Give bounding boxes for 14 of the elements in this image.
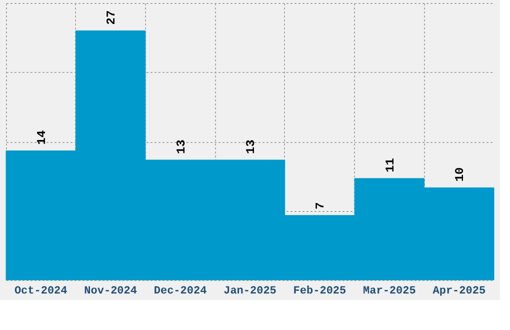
data-label: 14: [34, 130, 49, 145]
data-label: 13: [244, 140, 258, 154]
data-label: 13: [174, 140, 188, 154]
x-tick-label: Mar-2025: [363, 286, 416, 298]
x-tick-label: Apr-2025: [432, 286, 486, 298]
data-label: 10: [453, 167, 468, 182]
x-tick-label: Feb-2025: [293, 286, 347, 298]
x-tick-label: Jan-2025: [224, 286, 277, 298]
data-label: 27: [104, 10, 119, 25]
x-tick-label: Dec-2024: [154, 286, 208, 298]
x-tick-label: Oct-2024: [14, 286, 68, 298]
x-tick-label: Nov-2024: [84, 286, 138, 298]
data-label: 11: [383, 158, 398, 172]
data-label: 7: [314, 202, 328, 210]
